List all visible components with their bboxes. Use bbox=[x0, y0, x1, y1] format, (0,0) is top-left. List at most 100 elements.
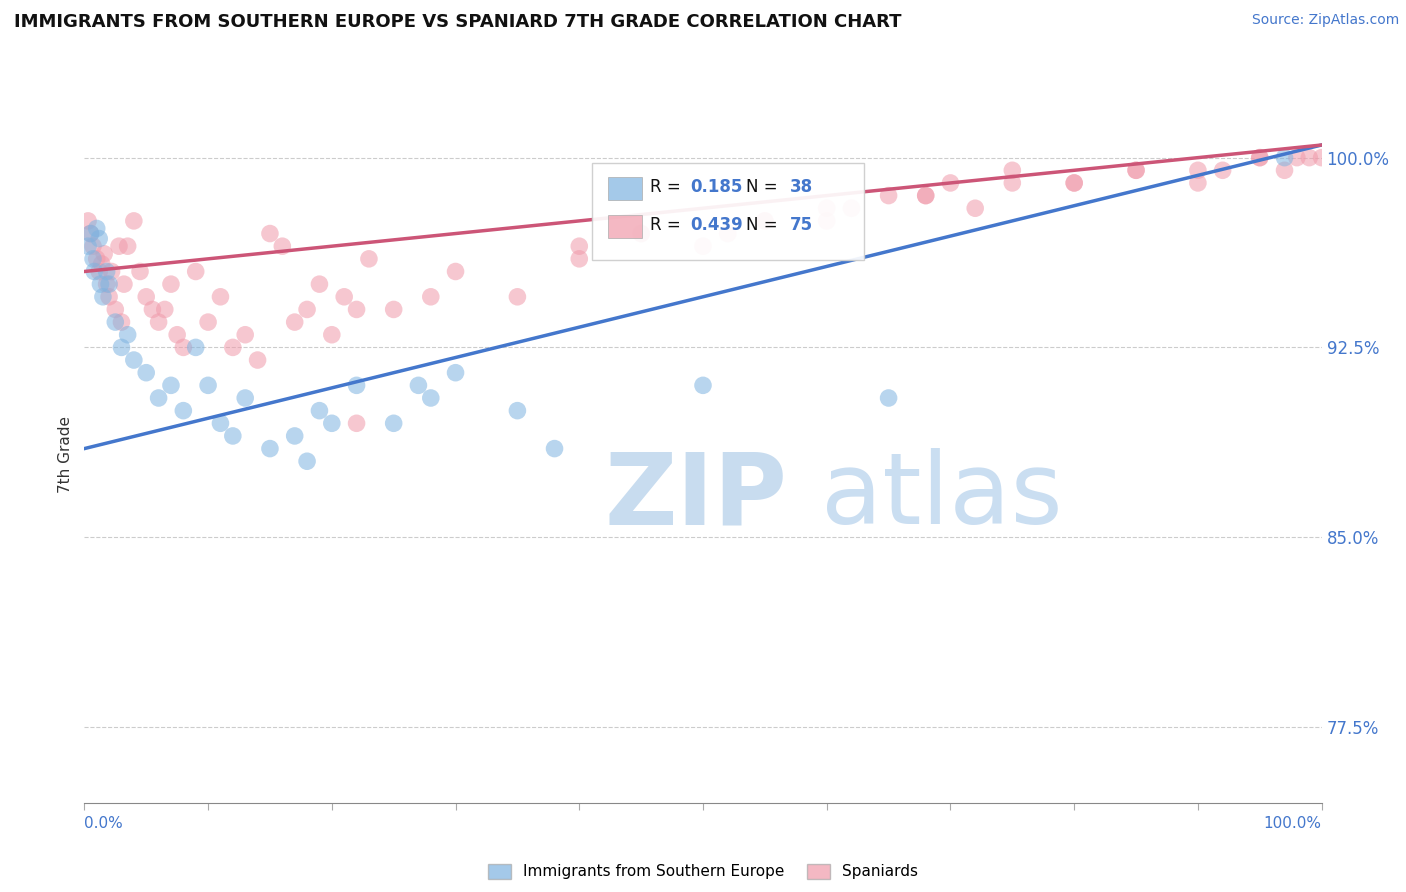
Point bbox=[79, 227, 101, 241]
Text: 0.0%: 0.0% bbox=[84, 816, 124, 831]
Point bbox=[914, 188, 936, 202]
Point bbox=[98, 290, 121, 304]
Point bbox=[1298, 151, 1320, 165]
Point bbox=[506, 290, 529, 304]
Point bbox=[357, 252, 380, 266]
Point bbox=[877, 188, 900, 202]
Point bbox=[148, 315, 170, 329]
Text: 38: 38 bbox=[790, 178, 813, 196]
Point bbox=[321, 417, 343, 431]
Point bbox=[754, 214, 776, 228]
Point bbox=[346, 378, 368, 392]
Text: 0.185: 0.185 bbox=[690, 178, 742, 196]
Point bbox=[1249, 151, 1271, 165]
Point bbox=[295, 302, 318, 317]
Point bbox=[444, 264, 467, 278]
Point bbox=[77, 239, 100, 253]
Point bbox=[419, 290, 441, 304]
Point bbox=[172, 403, 194, 417]
Point bbox=[89, 264, 111, 278]
Point bbox=[543, 442, 565, 456]
Text: IMMIGRANTS FROM SOUTHERN EUROPE VS SPANIARD 7TH GRADE CORRELATION CHART: IMMIGRANTS FROM SOUTHERN EUROPE VS SPANI… bbox=[14, 13, 901, 31]
Point bbox=[108, 239, 131, 253]
Point bbox=[1125, 163, 1147, 178]
Point bbox=[1001, 176, 1024, 190]
Point bbox=[1063, 176, 1085, 190]
Point bbox=[96, 277, 118, 292]
Point bbox=[444, 366, 467, 380]
Point bbox=[184, 340, 207, 354]
Point bbox=[93, 247, 115, 261]
Point bbox=[346, 302, 368, 317]
Point bbox=[308, 277, 330, 292]
Point bbox=[77, 214, 100, 228]
Point bbox=[83, 264, 105, 278]
Point bbox=[184, 264, 207, 278]
Text: R =: R = bbox=[650, 178, 686, 196]
Point bbox=[166, 327, 188, 342]
Point bbox=[141, 302, 163, 317]
Point bbox=[1285, 151, 1308, 165]
Point bbox=[98, 277, 121, 292]
Point bbox=[630, 227, 652, 241]
Point bbox=[122, 353, 145, 368]
Point bbox=[419, 391, 441, 405]
Point bbox=[1125, 163, 1147, 178]
Point bbox=[284, 429, 307, 443]
Text: N =: N = bbox=[747, 178, 783, 196]
Point bbox=[148, 391, 170, 405]
Point bbox=[568, 239, 591, 253]
Point bbox=[160, 378, 183, 392]
Point bbox=[308, 403, 330, 417]
Point bbox=[506, 403, 529, 417]
Y-axis label: 7th Grade: 7th Grade bbox=[58, 417, 73, 493]
Point bbox=[1212, 163, 1234, 178]
Text: R =: R = bbox=[650, 217, 686, 235]
Point bbox=[233, 391, 256, 405]
Point bbox=[79, 227, 101, 241]
Text: 0.439: 0.439 bbox=[690, 217, 744, 235]
Point bbox=[153, 302, 176, 317]
Point bbox=[90, 257, 112, 271]
Point bbox=[815, 201, 838, 215]
Point bbox=[110, 340, 132, 354]
Text: 75: 75 bbox=[790, 217, 813, 235]
Point bbox=[295, 454, 318, 468]
Point bbox=[841, 201, 863, 215]
Point bbox=[815, 214, 838, 228]
Point bbox=[82, 252, 104, 266]
Text: N =: N = bbox=[747, 217, 783, 235]
Point bbox=[630, 227, 652, 241]
Point bbox=[1274, 163, 1296, 178]
Point bbox=[333, 290, 356, 304]
Point bbox=[259, 227, 281, 241]
Point bbox=[117, 327, 139, 342]
Point bbox=[112, 277, 135, 292]
Point bbox=[346, 417, 368, 431]
Point bbox=[222, 429, 245, 443]
Point bbox=[717, 227, 740, 241]
Point bbox=[209, 290, 232, 304]
Text: ZIP: ZIP bbox=[605, 448, 787, 545]
Point bbox=[129, 264, 152, 278]
Point bbox=[1063, 176, 1085, 190]
Text: atlas: atlas bbox=[821, 448, 1062, 545]
Point bbox=[117, 239, 139, 253]
Point bbox=[1001, 163, 1024, 178]
Point bbox=[82, 239, 104, 253]
FancyBboxPatch shape bbox=[592, 162, 863, 260]
Point bbox=[271, 239, 294, 253]
Point bbox=[222, 340, 245, 354]
Point bbox=[104, 302, 127, 317]
Bar bbox=[607, 215, 643, 238]
Point bbox=[259, 442, 281, 456]
Point bbox=[89, 277, 111, 292]
Point bbox=[172, 340, 194, 354]
Point bbox=[965, 201, 987, 215]
Text: 100.0%: 100.0% bbox=[1264, 816, 1322, 831]
Point bbox=[86, 221, 108, 235]
Point bbox=[382, 302, 405, 317]
Point bbox=[197, 378, 219, 392]
Point bbox=[692, 239, 714, 253]
Point bbox=[100, 264, 122, 278]
